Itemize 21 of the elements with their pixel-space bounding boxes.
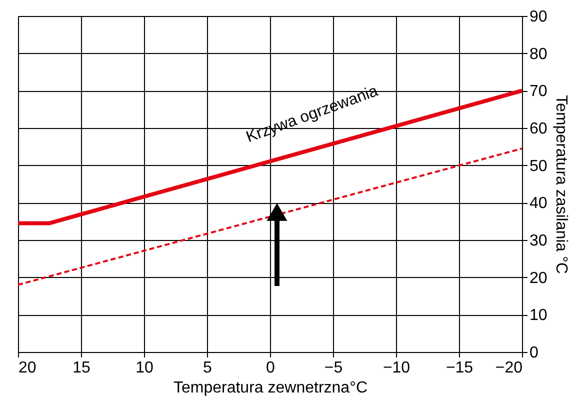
y-tick-label: 20 [530,270,548,287]
y-tick-label: 40 [530,195,548,212]
y-tick-label: 0 [530,344,538,362]
x-tick-label: 10 [136,360,154,376]
x-tick-label: −15 [446,360,474,376]
x-tick-label: −20 [495,360,523,376]
x-tick-label: 0 [266,360,276,376]
y-tick-label: 80 [530,46,548,63]
y-tick-label: 70 [530,83,548,100]
x-tick-label: −10 [382,360,410,376]
y-tick-label: 90 [530,8,548,26]
y-tick-label: 30 [530,232,548,250]
x-tick-label: 20 [18,360,36,376]
x-tick-label: 5 [203,360,212,376]
x-axis-title: Temperatura zewnetrzna°C [173,380,368,396]
y-axis-title: Temperatura zasilania °C [552,95,570,274]
y-tick-label: 10 [530,307,548,324]
x-tick-label: −5 [324,360,343,376]
x-tick-label: 15 [72,360,90,376]
y-tick-label: 60 [530,120,548,138]
y-tick-label: 50 [530,158,548,175]
